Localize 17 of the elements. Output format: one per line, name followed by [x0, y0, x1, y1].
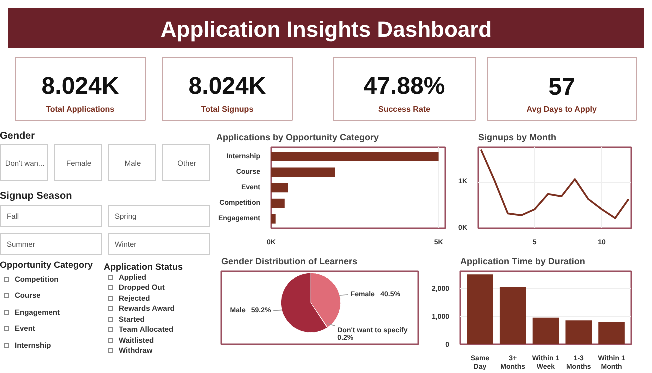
- text: Success Rate: [378, 105, 432, 114]
- text: Application Insights Dashboard: [160, 17, 492, 42]
- text: Gender: [0, 130, 36, 144]
- chart-title: Signups by Month: [478, 132, 556, 142]
- text: 57: [548, 74, 576, 101]
- text: Signup Season: [0, 190, 74, 204]
- chart-title: Gender Distribution of Learners: [222, 256, 358, 266]
- text: Avg Days to Apply: [526, 105, 598, 114]
- chart-title: Application Time by Duration: [460, 256, 586, 266]
- text: Application Status: [104, 262, 184, 272]
- text: Opportunity Category: [0, 260, 94, 270]
- text: Total Signups: [201, 105, 254, 114]
- chart-title: Applications by Opportunity Category: [216, 132, 380, 142]
- text: 47.88%: [364, 73, 446, 100]
- text: Total Applications: [46, 105, 116, 114]
- text: 8.024K: [42, 73, 120, 100]
- text: 8.024K: [188, 73, 267, 100]
